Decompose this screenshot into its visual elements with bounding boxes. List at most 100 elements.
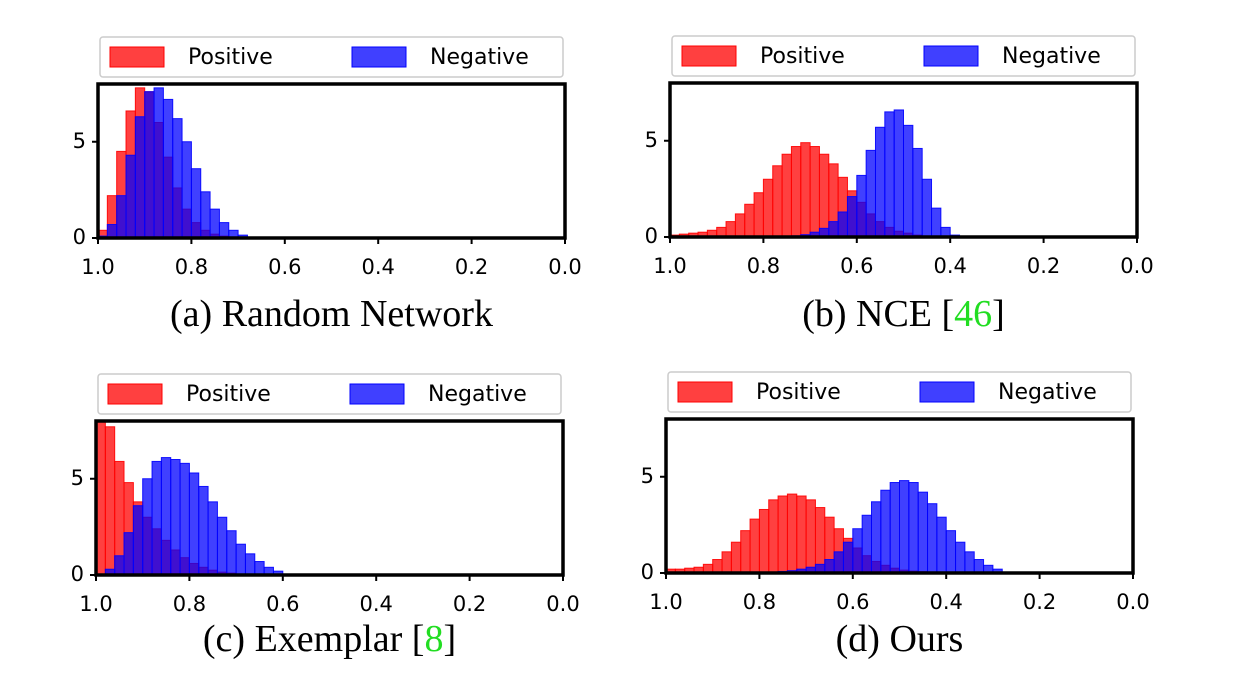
y-tick-label: 5 [645,128,658,152]
legend-swatch [109,46,165,68]
histogram-bar [889,482,900,574]
histogram-bar [740,530,751,574]
legend-label: Negative [428,382,527,407]
histogram-bar [800,142,811,238]
caption: (d) Ours [836,618,964,660]
x-tick-label: 0.4 [359,592,392,616]
histogram-bar [912,147,923,238]
histogram-bar [209,208,220,239]
chart-panel: 1.0 0.8 0.6 0.4 0.2 0.0 0 5 Positive Negative (d) … [641,371,1150,660]
legend-swatch [923,45,979,67]
caption: (b) NCE [46] [802,293,1005,335]
histogram-bar [144,91,155,239]
histogram-bar [786,493,798,574]
histogram-bar [865,149,876,238]
legend-swatch [681,45,737,67]
legend-swatch [107,383,163,405]
legend-box [99,36,564,78]
histogram-bar [856,174,867,238]
x-tick-label: 0.4 [929,590,962,614]
histogram-bar [899,480,910,574]
histogram-bar [762,178,774,238]
y-tick-label: 5 [73,129,86,153]
x-tick-label: 0.2 [455,255,488,279]
legend-label: Positive [756,380,841,405]
histogram-bar [226,530,237,576]
legend-label: Negative [430,45,529,70]
y-tick-label: 0 [71,562,84,586]
x-tick-label: 0.8 [743,590,776,614]
histogram-bar [814,507,826,574]
histogram-bar [753,192,764,238]
legend-label: Negative [998,380,1097,405]
histogram-bar [725,221,736,238]
histogram-bar [114,555,125,576]
legend-label: Positive [186,382,271,407]
y-tick-label: 0 [641,560,654,584]
histogram-bar [179,462,190,576]
x-tick-label: 0.2 [1027,254,1060,278]
plot-frame [668,81,1139,239]
caption-text: (a) Random Network [170,293,493,335]
legend-box [671,35,1136,77]
chart-panel: 1.0 0.8 0.6 0.4 0.2 0.0 0 5 Positive Negative (b) … [645,35,1154,335]
histogram-bar [842,541,854,574]
histogram-bar [828,221,839,238]
legend-swatch [351,46,407,68]
y-tick-label: 5 [71,466,84,490]
x-tick-label: 1.0 [81,255,114,279]
caption-text: ] [992,293,1005,335]
x-tick-label: 0.2 [453,592,486,616]
histogram-bar [833,551,844,574]
histogram-bar [796,495,807,574]
histogram-bar [777,495,788,574]
x-tick-label: 0.8 [173,592,206,616]
histogram-bar [218,222,230,239]
histogram-bar [917,491,929,574]
histogram-bar [181,141,192,239]
histogram-bar [964,551,975,574]
histogram-bar [818,153,830,238]
histogram-bar [903,124,914,238]
histogram-bar [758,508,770,574]
histogram-bar [106,224,118,239]
histogram-bar [198,485,209,576]
histogram-bar [170,459,181,576]
histogram-bar [162,98,174,239]
histogram-bar [142,478,153,576]
histogram-bar [809,146,820,238]
histogram-bar [125,154,136,239]
x-tick-label: 0.0 [548,255,581,279]
citation: 46 [954,293,992,335]
caption-text: (d) Ours [836,618,964,660]
legend: Positive Negative [667,371,1132,413]
caption-text: ] [443,618,456,660]
histogram-bar [781,153,792,238]
histogram-bar [151,460,162,576]
legend-swatch [919,381,975,403]
y-tick-label: 0 [645,224,658,248]
histogram-bar [730,541,742,574]
x-tick-label: 0.4 [361,255,394,279]
histogram-bar [768,499,779,574]
histogram-bar [861,514,872,574]
x-tick-label: 0.2 [1023,590,1056,614]
histogram-bar [880,489,891,574]
x-tick-label: 0.0 [546,592,579,616]
histogram-bar [200,191,211,239]
histogram-bar [116,195,127,239]
histogram-bar [104,426,116,576]
legend: Positive Negative [99,36,564,78]
histogram-bar [837,211,848,238]
histogram-bar [254,561,265,576]
plot-frame [94,419,565,577]
x-tick-label: 1.0 [649,590,682,614]
histogram-bar [921,178,933,238]
histogram-bar [874,126,886,238]
histogram-bar [132,505,144,576]
x-tick-label: 0.6 [840,254,873,278]
y-tick-label: 0 [73,225,86,249]
x-tick-label: 1.0 [653,254,686,278]
histogram-bar [805,499,816,574]
